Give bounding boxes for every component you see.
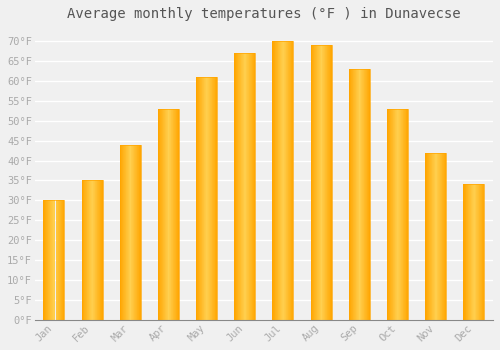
Bar [196, 77, 217, 320]
Title: Average monthly temperatures (°F ) in Dunavecse: Average monthly temperatures (°F ) in Du… [67, 7, 460, 21]
Bar [310, 45, 332, 320]
Bar [272, 41, 293, 320]
Bar [120, 145, 141, 320]
Bar [234, 53, 256, 320]
Bar [426, 153, 446, 320]
Bar [82, 181, 102, 320]
Bar [44, 201, 64, 320]
Bar [158, 109, 179, 320]
Bar [349, 69, 370, 320]
Bar [387, 109, 408, 320]
Bar [464, 184, 484, 320]
